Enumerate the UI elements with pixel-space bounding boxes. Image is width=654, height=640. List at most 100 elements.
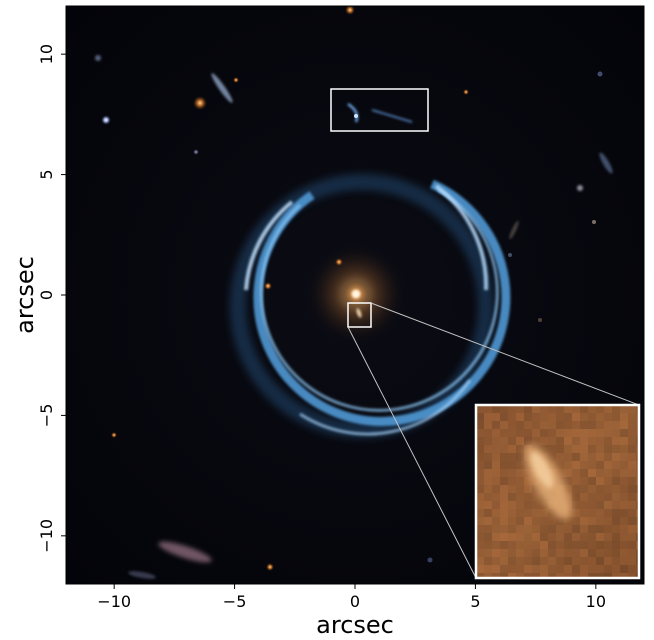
- inset-pixel: [484, 573, 492, 578]
- inset-pixel: [532, 557, 540, 565]
- inset-pixel: [572, 525, 580, 533]
- inset-pixel: [572, 485, 580, 493]
- inset-pixel: [636, 501, 639, 509]
- inset-pixel: [476, 493, 484, 501]
- inset-pixel: [508, 517, 516, 525]
- inset-pixel: [588, 469, 596, 477]
- inset-pixel: [580, 573, 588, 578]
- inset-pixel: [572, 533, 580, 541]
- inset-connector-lower: [347, 326, 477, 579]
- inset-pixel: [564, 405, 572, 413]
- inset-pixel: [612, 421, 620, 429]
- inset-pixel: [548, 573, 556, 578]
- inset-pixel: [636, 437, 639, 445]
- inset-pixel: [524, 485, 532, 493]
- inset-pixel: [556, 573, 564, 578]
- inset-pixel: [508, 445, 516, 453]
- inset-pixel: [580, 493, 588, 501]
- inset-pixel: [636, 485, 639, 493]
- inset-pixel: [532, 533, 540, 541]
- inset-pixel: [540, 421, 548, 429]
- inset-pixel: [580, 437, 588, 445]
- inset-pixel: [492, 485, 500, 493]
- inset-pixel: [476, 445, 484, 453]
- inset-pixel: [588, 421, 596, 429]
- inset-pixel: [500, 429, 508, 437]
- inset-pixel: [612, 565, 620, 573]
- inset-pixel: [596, 493, 604, 501]
- inset-pixel: [588, 573, 596, 578]
- inset-pixel: [524, 501, 532, 509]
- inset-pixel: [564, 517, 572, 525]
- inset-pixel: [476, 557, 484, 565]
- inset-pixel: [476, 533, 484, 541]
- inset-pixels: [476, 405, 639, 578]
- inset-pixel: [508, 509, 516, 517]
- inset-pixel: [540, 573, 548, 578]
- inset-pixel: [532, 413, 540, 421]
- inset-pixel: [540, 525, 548, 533]
- inset-pixel: [556, 565, 564, 573]
- inset-pixel: [492, 493, 500, 501]
- inset-pixel: [492, 453, 500, 461]
- inset-pixel: [524, 429, 532, 437]
- inset-pixel: [476, 413, 484, 421]
- inset-pixel: [524, 517, 532, 525]
- inset-pixel: [628, 461, 636, 469]
- zoom-inset: [474, 403, 641, 580]
- inset-pixel: [604, 413, 612, 421]
- inset-pixel: [580, 517, 588, 525]
- sky-image: [66, 6, 644, 584]
- inset-pixel: [588, 493, 596, 501]
- inset-pixel: [484, 469, 492, 477]
- inset-pixel: [476, 501, 484, 509]
- inset-pixel: [580, 501, 588, 509]
- inset-pixel: [620, 525, 628, 533]
- inset-pixel: [636, 413, 639, 421]
- inset-pixel: [476, 469, 484, 477]
- inset-pixel: [508, 541, 516, 549]
- inset-pixel: [636, 461, 639, 469]
- inset-pixel: [476, 573, 484, 578]
- inset-pixel: [524, 525, 532, 533]
- inset-pixel: [572, 549, 580, 557]
- inset-pixel: [548, 509, 556, 517]
- inset-pixel: [516, 405, 524, 413]
- inset-pixel: [492, 565, 500, 573]
- inset-pixel: [572, 501, 580, 509]
- inset-pixel: [492, 469, 500, 477]
- inset-pixel: [508, 557, 516, 565]
- inset-pixel: [532, 429, 540, 437]
- inset-pixel: [548, 549, 556, 557]
- inset-pixel: [620, 461, 628, 469]
- inset-pixel: [620, 405, 628, 413]
- inset-pixel: [564, 533, 572, 541]
- inset-pixel: [548, 453, 556, 461]
- inset-pixel: [500, 437, 508, 445]
- inset-pixel: [492, 533, 500, 541]
- inset-pixel: [532, 525, 540, 533]
- inset-pixel: [524, 413, 532, 421]
- inset-pixel: [492, 541, 500, 549]
- inset-pixel: [524, 437, 532, 445]
- x-tick-label: −5: [223, 592, 247, 611]
- inset-pixel: [636, 477, 639, 485]
- ring-arc-main: [253, 179, 511, 426]
- y-tick-label: 5: [37, 169, 56, 179]
- inset-pixel: [628, 405, 636, 413]
- inset-pixel: [564, 541, 572, 549]
- inset-pixel: [540, 445, 548, 453]
- inset-pixel: [540, 429, 548, 437]
- inset-pixel: [588, 509, 596, 517]
- inset-pixel: [596, 485, 604, 493]
- x-axis-label: arcsec: [316, 611, 394, 639]
- inset-pixel: [612, 501, 620, 509]
- inset-pixel: [524, 557, 532, 565]
- inset-pixel: [540, 533, 548, 541]
- inset-pixel: [508, 573, 516, 578]
- inset-pixel: [636, 509, 639, 517]
- inset-connector-upper: [370, 302, 640, 406]
- inset-pixel: [612, 453, 620, 461]
- inset-pixel: [516, 461, 524, 469]
- inset-pixel: [628, 445, 636, 453]
